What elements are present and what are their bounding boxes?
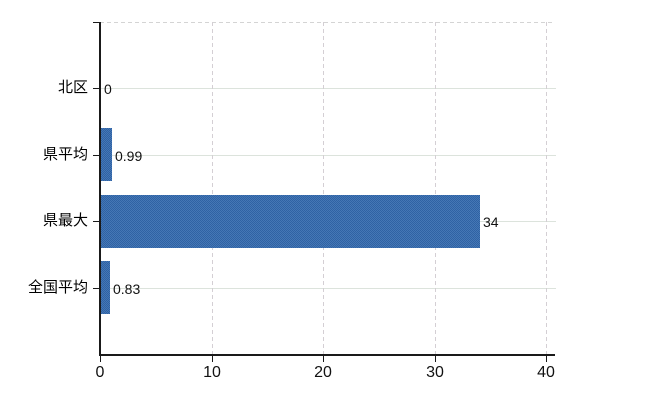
x-tick-mark <box>435 356 436 362</box>
category-label: 県最大 <box>42 212 88 229</box>
y-tick-mark <box>93 22 99 23</box>
bar <box>101 261 110 314</box>
horizontal-gridline <box>101 155 556 156</box>
plot-top-border <box>100 22 555 23</box>
category-label: 北区 <box>57 79 88 96</box>
bar-value-label: 0.99 <box>115 148 143 164</box>
x-tick-mark <box>212 356 213 362</box>
x-axis <box>99 354 555 356</box>
vertical-gridline <box>435 22 436 354</box>
vertical-gridline <box>323 22 324 354</box>
bar-value-label: 34 <box>483 214 499 230</box>
x-tick-mark <box>546 356 547 362</box>
y-tick-mark <box>93 288 99 289</box>
category-label: 県平均 <box>42 146 88 163</box>
y-tick-mark <box>93 155 99 156</box>
vertical-gridline <box>546 22 547 354</box>
bar <box>101 195 480 248</box>
y-tick-mark <box>93 88 99 89</box>
y-axis <box>99 22 101 354</box>
bar <box>101 128 112 181</box>
bar-value-label: 0.83 <box>113 281 141 297</box>
x-tick-label: 40 <box>537 364 555 381</box>
horizontal-gridline <box>101 88 556 89</box>
x-tick-mark <box>323 356 324 362</box>
category-label: 全国平均 <box>27 279 88 296</box>
x-tick-label: 20 <box>314 364 332 381</box>
x-tick-label: 30 <box>426 364 444 381</box>
x-tick-mark <box>100 356 101 362</box>
vertical-gridline <box>212 22 213 354</box>
horizontal-gridline <box>101 288 556 289</box>
y-tick-mark <box>93 221 99 222</box>
bar-value-label: 0 <box>104 81 112 97</box>
x-tick-label: 10 <box>203 364 221 381</box>
x-tick-label: 0 <box>95 364 105 381</box>
